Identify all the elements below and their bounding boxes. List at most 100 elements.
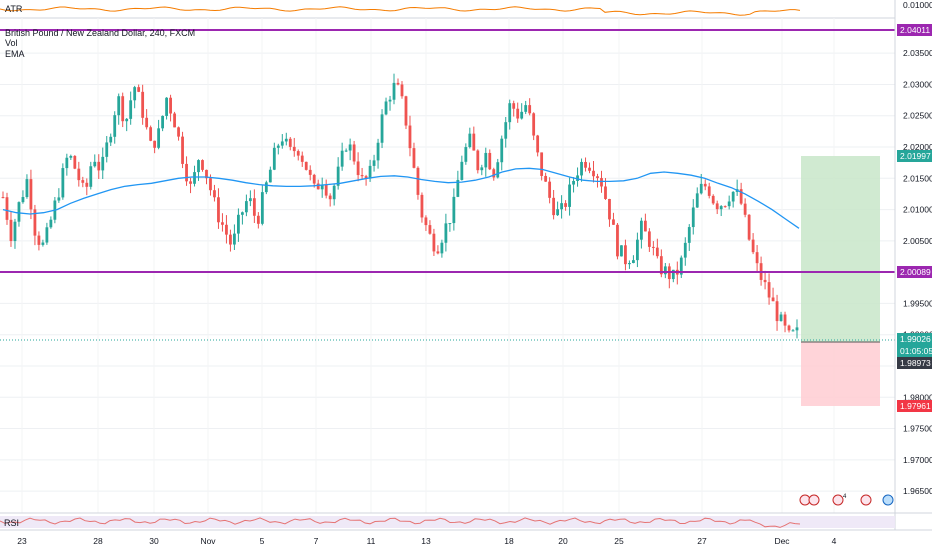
candle (608, 198, 611, 227)
candle (137, 84, 141, 93)
time-tick-label: 13 (421, 536, 431, 546)
time-tick-label: 23 (17, 536, 27, 546)
candle (564, 200, 567, 211)
candle (464, 143, 468, 165)
time-tick-label: 4 (832, 536, 837, 546)
candle (256, 212, 260, 229)
candle (81, 176, 85, 188)
price-tick-label: 2.02500 (903, 111, 932, 121)
candle (348, 138, 352, 161)
candle (504, 116, 508, 148)
flag-event-icon (860, 494, 872, 506)
candle (787, 324, 791, 333)
candle (616, 222, 619, 260)
candle (121, 92, 125, 128)
candle (308, 165, 312, 181)
candle (193, 165, 196, 187)
candle (795, 319, 799, 339)
price-tick-label: 1.97000 (903, 455, 932, 465)
candle (185, 156, 188, 186)
candle (105, 136, 109, 163)
candle (225, 215, 228, 244)
price-tick-label: 2.03000 (903, 79, 932, 89)
candle (284, 132, 288, 146)
candle (476, 149, 480, 174)
candle (201, 159, 204, 172)
time-tick-label: 28 (93, 536, 103, 546)
candle (572, 177, 575, 193)
candle (169, 94, 172, 122)
profit-zone[interactable] (801, 156, 880, 342)
rsi-label: RSI (4, 518, 19, 528)
candle (592, 160, 595, 183)
candle (444, 213, 448, 252)
candle (767, 273, 771, 305)
candle (268, 166, 272, 183)
candle (296, 149, 300, 161)
indicator-vol: Vol (5, 38, 18, 48)
candle (5, 192, 9, 225)
candle (408, 115, 412, 157)
candle (161, 115, 164, 132)
candle (41, 239, 45, 247)
stop-loss-badge: 1.97961 (897, 400, 932, 412)
loss-zone[interactable] (801, 342, 880, 406)
candlestick-series (1, 73, 799, 339)
candle (647, 228, 651, 252)
candle (316, 179, 320, 190)
candle (244, 194, 248, 217)
event-count: 4 (843, 494, 847, 500)
candle (45, 222, 49, 245)
candle (153, 140, 157, 154)
candle (639, 217, 643, 249)
candle (276, 143, 280, 155)
candle (763, 270, 767, 290)
candle (364, 174, 368, 186)
candle (252, 189, 256, 224)
candle (775, 294, 779, 331)
svg-text:2.01997: 2.01997 (900, 151, 931, 161)
svg-text:2.00089: 2.00089 (900, 267, 931, 277)
symbol-title: British Pound / New Zealand Dollar, 240,… (5, 28, 195, 38)
candle (420, 192, 424, 223)
candle (129, 91, 133, 125)
candle (360, 167, 364, 179)
candle (524, 100, 528, 115)
svg-text:1.98973: 1.98973 (900, 358, 931, 368)
price-tick-label: 2.03500 (903, 48, 932, 58)
candle (404, 95, 408, 130)
candle (556, 201, 560, 216)
candle (288, 136, 292, 151)
candle (13, 218, 17, 249)
candle (715, 200, 719, 215)
candle (264, 180, 268, 195)
candle (29, 169, 33, 220)
candle (336, 157, 340, 190)
time-tick-label: 7 (314, 536, 319, 546)
candle (540, 152, 544, 181)
event-icons[interactable]: 4 (799, 494, 894, 506)
time-tick-label: 20 (558, 536, 568, 546)
candle (292, 137, 296, 157)
candle (260, 185, 264, 226)
candle (93, 154, 97, 168)
candle (512, 100, 516, 117)
price-tick-label: 1.98000 (903, 392, 932, 402)
candle (101, 147, 105, 180)
candle (667, 263, 671, 289)
candle (500, 135, 504, 171)
candle (320, 177, 324, 198)
candle (548, 177, 552, 204)
candle (544, 172, 548, 182)
candle (480, 164, 484, 176)
price-tick-label: 1.96500 (903, 486, 932, 496)
candle (233, 224, 236, 250)
price-tick-label: 1.99500 (903, 298, 932, 308)
candle (213, 184, 216, 202)
candle (412, 142, 416, 169)
time-axis[interactable]: 23 28 30 Nov 5 7 11 13 18 20 25 27 Dec 4 (17, 536, 836, 546)
candle (747, 214, 751, 241)
candle (620, 245, 623, 257)
candle (516, 102, 520, 123)
